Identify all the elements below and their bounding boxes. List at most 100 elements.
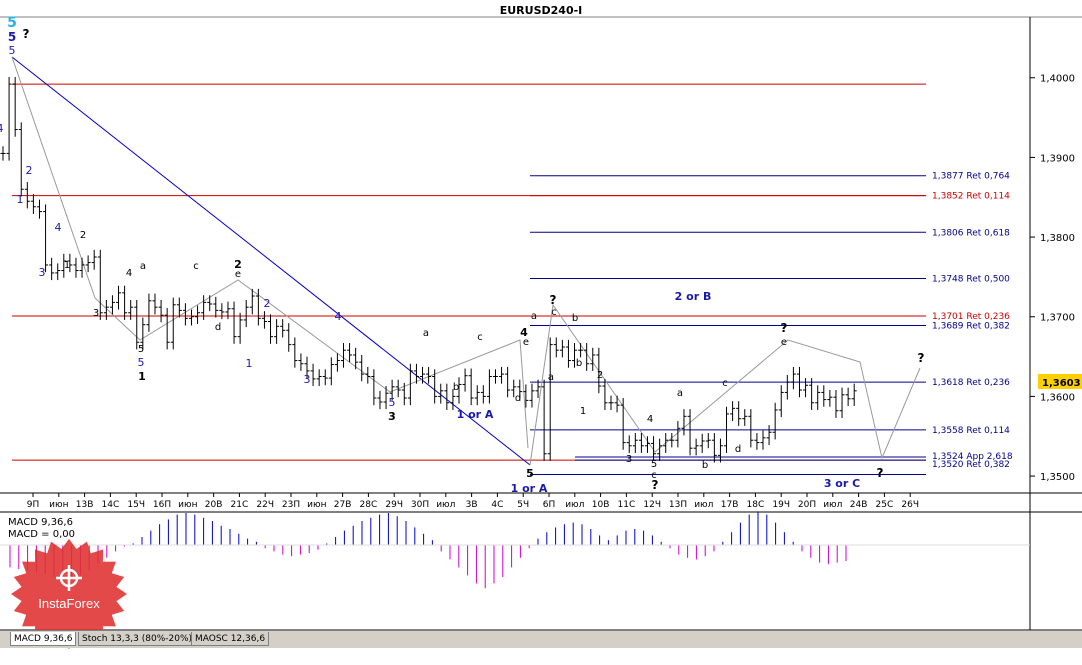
price-bar [462, 368, 468, 392]
wave-label: 2 [597, 370, 603, 381]
price-bar [310, 363, 316, 387]
price-bar [553, 337, 559, 358]
retracement-levels: 1,3877 Ret 0,764 1,3852 Ret 0,114 1,3806 R… [530, 172, 1013, 475]
wave-label: 5 [651, 459, 657, 470]
price-bar [663, 433, 669, 453]
time-tick-label: 5Ч [517, 500, 529, 510]
wave-label: a [423, 328, 429, 339]
price-bar [590, 347, 596, 371]
price-bar [833, 390, 839, 418]
wave-label: c [193, 261, 199, 272]
wave-label: 5 [7, 15, 17, 31]
price-bar [55, 263, 61, 281]
tab-macd[interactable]: MACD 9,36,6 [10, 632, 77, 646]
price-bar [821, 385, 827, 407]
chart-title: EURUSD240-I [500, 4, 583, 17]
price-tick-label: 1,3600 [1040, 392, 1075, 403]
price-bar [274, 319, 280, 344]
wave-label: e [523, 337, 529, 348]
time-tick-label: 26Ч [901, 500, 919, 510]
macd-value-label: MACD = 0,00 [8, 529, 75, 540]
price-bar [12, 76, 18, 137]
price-bar [687, 409, 693, 456]
price-bar [286, 323, 292, 352]
price-bar [450, 389, 456, 410]
time-tick-label: 25С [876, 500, 894, 510]
price-bar [383, 386, 389, 410]
price-bar [243, 300, 249, 328]
price-bar [389, 379, 395, 401]
price-bar [225, 301, 231, 320]
tab-maosc[interactable]: MAOSC 12,36,6 [191, 632, 270, 646]
retracement-label: 1,3877 Ret 0,764 [932, 172, 1010, 182]
retracement-label: 1,3524 App 2,618 [932, 452, 1013, 462]
price-bar [249, 288, 255, 315]
price-tick-label: 1,3900 [1040, 153, 1075, 164]
price-bar [79, 257, 85, 278]
price-bar [30, 194, 36, 214]
price-bar [164, 307, 170, 350]
price-bar [67, 253, 73, 273]
retracement-label: 1,3558 Ret 0,114 [932, 426, 1010, 436]
price-bar [97, 249, 103, 320]
price-bar [456, 377, 462, 404]
time-tick-label: 29Ч [385, 500, 403, 510]
price-bar [152, 293, 158, 315]
price-tick-label: 1,3500 [1040, 472, 1075, 483]
wave-label: a [548, 372, 554, 383]
price-bar [91, 249, 97, 270]
price-bar [730, 401, 736, 422]
price-bar [280, 319, 286, 338]
wave-label: 1 or A [457, 408, 494, 421]
trendline-blue-primary [11, 56, 531, 466]
price-bar [49, 257, 55, 281]
wave-label: e [235, 269, 241, 280]
time-tick-label: 18С [747, 500, 765, 510]
tab-stoch[interactable]: Stoch 13,3,3 (80%-20%) [78, 632, 197, 646]
price-bar [128, 300, 134, 320]
price-bar [505, 366, 511, 398]
price-bar [511, 379, 517, 398]
price-bar [359, 354, 365, 382]
price-bar [644, 436, 650, 453]
wave-label: 5 [138, 344, 144, 355]
price-bar [626, 435, 632, 453]
price-bar [529, 383, 535, 408]
wave-label: c [722, 378, 728, 389]
retracement-label: 1,3748 Ret 0,500 [932, 275, 1010, 285]
price-bar [438, 383, 444, 404]
wave-label: 5 [389, 396, 396, 409]
price-bar [839, 387, 845, 418]
wave-label: b [453, 382, 459, 393]
price-bar [584, 343, 590, 371]
time-tick-label: 20В [205, 500, 223, 510]
wave-label: 5 [8, 30, 16, 44]
wave-label: c [551, 307, 557, 318]
price-bar [803, 378, 809, 398]
price-bar [638, 433, 644, 453]
price-bar [760, 430, 766, 450]
wave-label: 1 or A [511, 482, 548, 495]
price-bar [432, 369, 438, 404]
price-bar [334, 353, 340, 372]
wave-label: d [735, 444, 741, 455]
price-bar [736, 401, 742, 426]
price-tick-label: 1,3700 [1040, 313, 1075, 324]
price-bar [146, 293, 152, 332]
wave-label: ? [781, 321, 788, 335]
price-bar [474, 385, 480, 406]
time-tick-label: 23П [282, 500, 300, 510]
price-bar [535, 379, 541, 398]
retracement-label: 1,3520 Ret 0,382 [932, 460, 1010, 470]
price-bar [851, 383, 857, 406]
wave-label: 3 or C [824, 477, 860, 490]
wave-label: 1 [17, 193, 24, 206]
wave-label: a [140, 261, 146, 272]
wave-label: 3 [304, 373, 311, 386]
price-bar [742, 409, 748, 426]
wave-label: 2 [234, 258, 242, 271]
price-bar [201, 295, 207, 320]
wave-label: 1 [246, 357, 253, 370]
wave-label: c [477, 332, 483, 343]
price-bar [322, 369, 328, 386]
